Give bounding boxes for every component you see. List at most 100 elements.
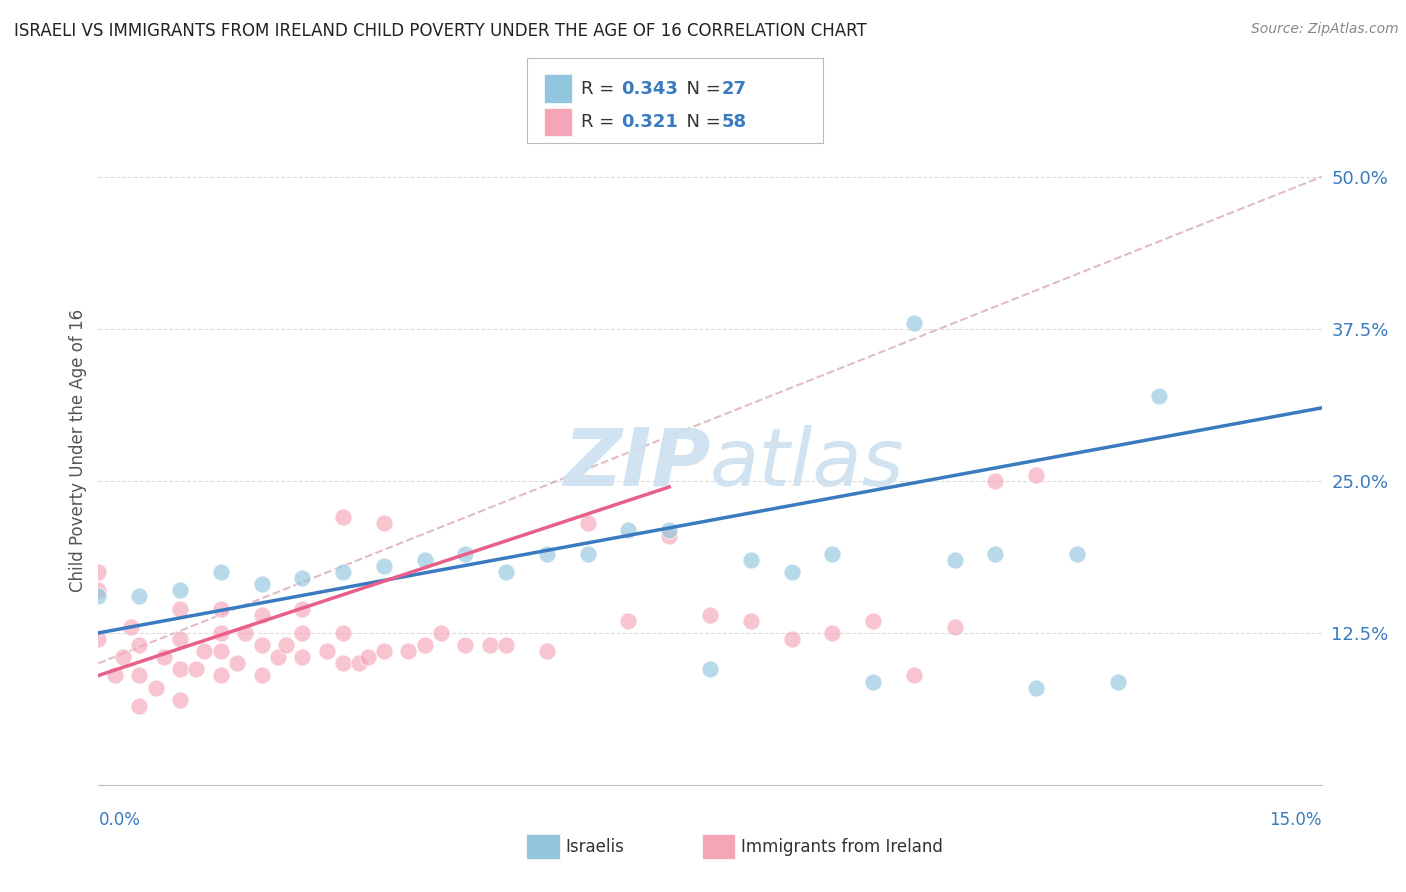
Point <box>1147 389 1170 403</box>
Text: ZIP: ZIP <box>562 425 710 503</box>
Point <box>145 681 167 695</box>
Point <box>536 644 558 658</box>
Point <box>1025 681 1047 695</box>
Point <box>658 528 681 542</box>
Point <box>128 668 150 682</box>
Point <box>87 632 110 646</box>
Point <box>617 523 640 537</box>
Point <box>111 650 134 665</box>
Point <box>291 650 314 665</box>
Point <box>495 638 517 652</box>
Point <box>903 668 925 682</box>
Point <box>821 626 844 640</box>
Text: R =: R = <box>581 113 626 131</box>
Point <box>186 662 208 676</box>
Point <box>332 626 354 640</box>
Text: 27: 27 <box>721 79 747 97</box>
Point <box>740 553 762 567</box>
Point <box>226 657 249 671</box>
Point <box>104 668 127 682</box>
Text: 0.0%: 0.0% <box>98 811 141 829</box>
Point <box>209 601 232 615</box>
Text: R =: R = <box>581 79 626 97</box>
Point <box>169 693 191 707</box>
Point <box>658 523 681 537</box>
Text: N =: N = <box>675 113 727 131</box>
Point <box>454 547 477 561</box>
Point <box>291 626 314 640</box>
Point <box>1025 467 1047 482</box>
Point <box>943 620 966 634</box>
Text: atlas: atlas <box>710 425 905 503</box>
Point <box>128 638 150 652</box>
Point <box>209 565 232 579</box>
Point <box>315 644 337 658</box>
Point <box>699 607 721 622</box>
Point <box>821 547 844 561</box>
Text: ISRAELI VS IMMIGRANTS FROM IRELAND CHILD POVERTY UNDER THE AGE OF 16 CORRELATION: ISRAELI VS IMMIGRANTS FROM IRELAND CHILD… <box>14 22 868 40</box>
Point <box>209 644 232 658</box>
Point <box>332 565 354 579</box>
Point <box>740 614 762 628</box>
Point <box>332 510 354 524</box>
Point <box>120 620 142 634</box>
Point <box>373 644 395 658</box>
Point <box>250 607 273 622</box>
Point <box>576 516 599 531</box>
Point <box>576 547 599 561</box>
Point <box>87 565 110 579</box>
Point <box>495 565 517 579</box>
Point <box>209 626 232 640</box>
Point <box>291 601 314 615</box>
Point <box>1066 547 1088 561</box>
Point <box>233 626 256 640</box>
Point <box>274 638 297 652</box>
Point <box>1107 674 1129 689</box>
Point <box>169 632 191 646</box>
Point <box>617 614 640 628</box>
Text: 58: 58 <box>721 113 747 131</box>
Point <box>478 638 501 652</box>
Point <box>128 698 150 713</box>
Text: 0.321: 0.321 <box>621 113 678 131</box>
Text: N =: N = <box>675 79 727 97</box>
Point <box>169 583 191 598</box>
Point <box>356 650 378 665</box>
Point <box>699 662 721 676</box>
Point <box>250 668 273 682</box>
Text: Source: ZipAtlas.com: Source: ZipAtlas.com <box>1251 22 1399 37</box>
Point <box>780 632 803 646</box>
Point <box>128 590 150 604</box>
Point <box>984 474 1007 488</box>
Point <box>267 650 290 665</box>
Point <box>984 547 1007 561</box>
Text: Immigrants from Ireland: Immigrants from Ireland <box>741 838 943 855</box>
Point <box>430 626 453 640</box>
Point <box>396 644 419 658</box>
Text: Israelis: Israelis <box>565 838 624 855</box>
Point <box>373 516 395 531</box>
Point <box>943 553 966 567</box>
Point <box>536 547 558 561</box>
Point <box>193 644 215 658</box>
Point <box>152 650 174 665</box>
Point <box>250 577 273 591</box>
Text: 15.0%: 15.0% <box>1270 811 1322 829</box>
Point <box>780 565 803 579</box>
Text: 0.343: 0.343 <box>621 79 678 97</box>
Point <box>349 657 371 671</box>
Point <box>209 668 232 682</box>
Point <box>454 638 477 652</box>
Point <box>169 662 191 676</box>
Point <box>169 601 191 615</box>
Point <box>87 590 110 604</box>
Point <box>250 638 273 652</box>
Point <box>332 657 354 671</box>
Point <box>862 674 884 689</box>
Point <box>862 614 884 628</box>
Point <box>87 583 110 598</box>
Point <box>413 638 436 652</box>
Point <box>373 559 395 574</box>
Point <box>903 316 925 330</box>
Point <box>291 571 314 585</box>
